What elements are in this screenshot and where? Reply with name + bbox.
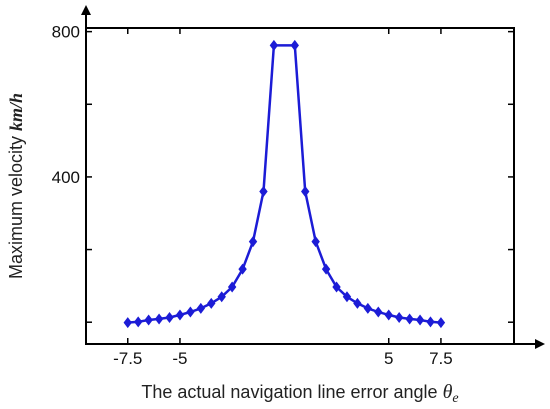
y-axis-title: Maximum velocity km/h: [6, 93, 26, 279]
x-tick-label: -7.5: [113, 349, 142, 368]
data-point-marker: [123, 317, 132, 329]
x-tick-label: 5: [384, 349, 393, 368]
data-point-marker: [248, 236, 258, 248]
tick-labels: -7.5 -5 5 7.5 400 800: [52, 23, 453, 368]
data-point-marker: [332, 281, 341, 293]
data-point-marker: [227, 281, 237, 293]
data-point-marker: [353, 297, 362, 309]
data-point-marker: [321, 263, 331, 275]
data-point-marker: [133, 316, 143, 328]
data-point-marker: [405, 313, 414, 325]
x-tick-label: -5: [172, 349, 187, 368]
data-point-marker: [269, 39, 279, 51]
data-point-marker: [436, 317, 446, 329]
data-point-marker: [342, 291, 352, 303]
data-point-marker: [175, 309, 185, 321]
data-point-marker: [144, 314, 153, 326]
data-point-marker: [259, 185, 268, 197]
data-point-marker: [207, 297, 216, 309]
data-point-marker: [290, 39, 299, 51]
data-point-marker: [363, 302, 373, 314]
data-point-marker: [394, 311, 404, 323]
axis-ticks: [86, 28, 514, 344]
data-markers: [123, 39, 446, 329]
data-point-marker: [374, 306, 383, 318]
series-line: [127, 44, 441, 324]
x-tick-label: 7.5: [429, 349, 453, 368]
data-point-marker: [196, 302, 206, 314]
data-point-marker: [217, 291, 226, 303]
data-point-marker: [154, 313, 164, 325]
data-point-marker: [415, 314, 425, 326]
data-point-marker: [186, 306, 195, 318]
y-tick-label: 400: [52, 168, 80, 187]
data-point-marker: [426, 316, 435, 328]
y-tick-label: 800: [52, 23, 80, 42]
data-point-marker: [301, 185, 310, 197]
data-point-marker: [238, 263, 247, 275]
data-point-marker: [165, 311, 174, 323]
plot-frame: [85, 27, 515, 345]
data-point-marker: [311, 236, 320, 248]
x-axis-title: The actual navigation line error angle θ…: [141, 381, 458, 406]
data-point-marker: [384, 309, 393, 321]
